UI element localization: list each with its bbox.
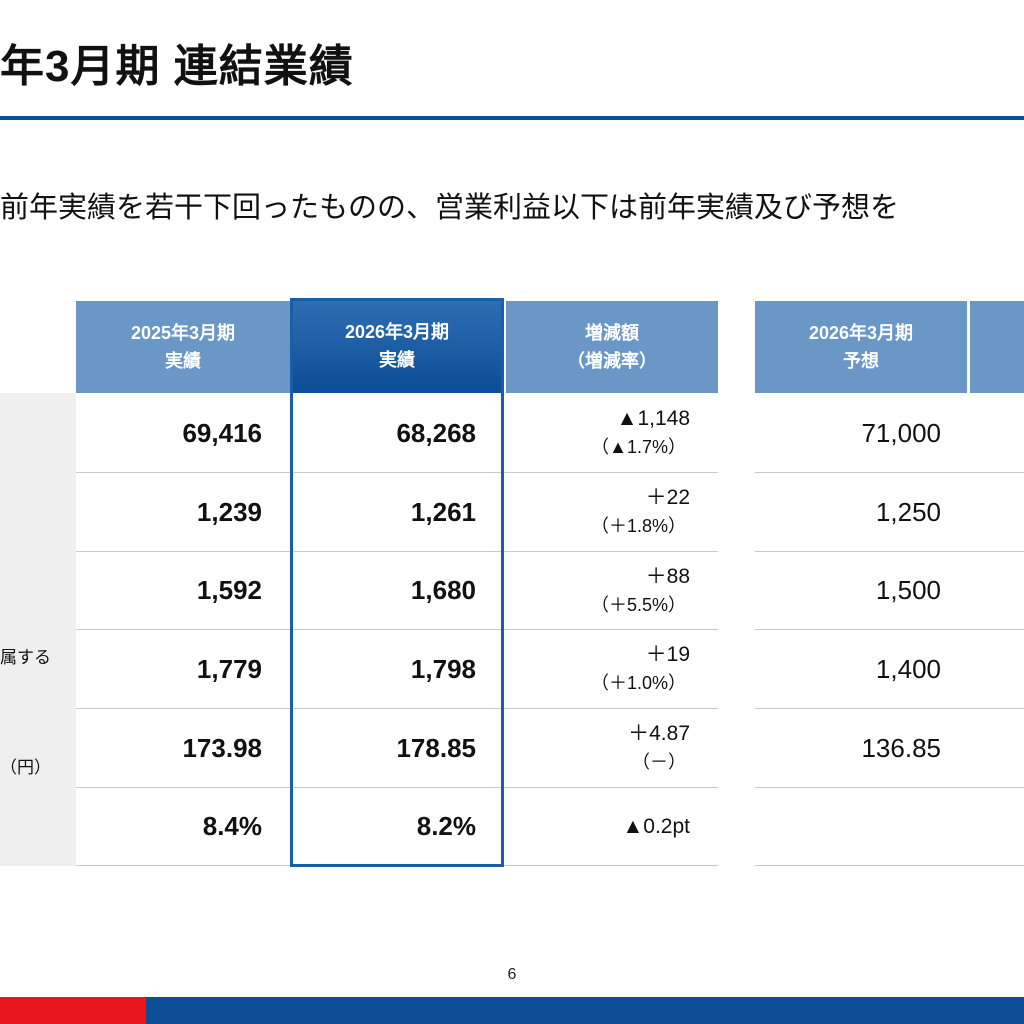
diff-amount: ▲1,148 [616, 407, 690, 430]
diff-cell: ▲0.2pt [506, 788, 718, 865]
row-divider [755, 787, 1024, 788]
diff-cell: ＋4.87 （－） [506, 709, 718, 787]
header-curr-actual-line1: 2026年3月期 [344, 321, 450, 342]
forecast-value: 71,000 [861, 417, 941, 448]
row-divider [76, 708, 718, 709]
row-divider [76, 787, 718, 788]
diff-cell: ＋19 （＋1.0%） [506, 630, 718, 708]
page-number: 6 [507, 966, 517, 983]
diff-rate: （＋5.5%） [590, 594, 686, 615]
label-column [0, 393, 76, 866]
row-divider [755, 708, 1024, 709]
header-prev-actual-line1: 2025年3月期 [130, 323, 236, 343]
row-divider [76, 629, 718, 630]
footer-bar-red [0, 997, 146, 1024]
row-divider [755, 551, 1024, 552]
row-label: 属する [0, 648, 51, 667]
prev-actual-value: 1,779 [196, 653, 262, 684]
forecast-value [755, 788, 969, 865]
row-label: （円） [0, 758, 51, 777]
forecast-value: 136.85 [861, 732, 941, 763]
row-divider [76, 472, 718, 473]
header-diff-line2: （増減率） [567, 351, 657, 371]
header-forecast-line2: 予想 [843, 351, 879, 371]
diff-rate: （＋1.0%） [590, 673, 686, 693]
forecast-value: 1,500 [875, 575, 941, 605]
curr-actual-value: 8.2% [416, 811, 476, 841]
header-prev-actual-line2: 実績 [165, 351, 201, 371]
header-curr-actual-line2: 実績 [379, 349, 415, 370]
header-forecast-line1: 2026年3月期 [808, 323, 914, 343]
header-forecast: 2026年3月期 予想 [755, 301, 967, 393]
diff-rate: （＋1.8%） [590, 516, 686, 536]
diff-cell: ＋22 （＋1.8%） [506, 473, 718, 551]
row-divider [755, 865, 1024, 866]
diff-amount: ▲0.2pt [622, 815, 691, 838]
row-divider [755, 629, 1024, 630]
header-forecast-extra [970, 301, 1024, 393]
row-divider [755, 472, 1024, 473]
diff-cell: ＋88 （＋5.5%） [506, 552, 718, 629]
prev-actual-value: 173.98 [182, 732, 262, 763]
prev-actual-value: 1,592 [196, 575, 262, 605]
header-diff: 増減額 （増減率） [506, 301, 718, 393]
header-curr-actual: 2026年3月期 実績 [290, 298, 504, 393]
curr-actual-value: 178.85 [396, 732, 476, 763]
prev-actual-value: 8.4% [202, 811, 262, 841]
footer-bar-blue [146, 997, 1024, 1024]
diff-rate: （－） [632, 752, 686, 772]
diff-rate: （▲1.7%） [591, 437, 686, 457]
diff-cell: ▲1,148 （▲1.7%） [506, 394, 718, 472]
forecast-value: 1,400 [875, 653, 941, 684]
curr-actual-value: 1,261 [410, 496, 476, 527]
page-title: 年3月期 連結業績 [0, 42, 354, 91]
diff-amount: ＋19 [645, 643, 690, 666]
row-divider [76, 865, 718, 866]
header-diff-line1: 増減額 [585, 323, 639, 343]
diff-amount: ＋88 [645, 564, 690, 588]
curr-actual-value: 1,798 [410, 653, 476, 684]
prev-actual-value: 1,239 [196, 496, 262, 527]
forecast-value: 1,250 [875, 496, 941, 527]
header-prev-actual: 2025年3月期 実績 [76, 301, 290, 393]
curr-actual-value: 1,680 [410, 575, 476, 605]
diff-amount: ＋4.87 [628, 722, 690, 745]
curr-actual-value: 68,268 [396, 417, 476, 448]
title-divider [0, 116, 1024, 120]
prev-actual-value: 69,416 [182, 417, 262, 448]
row-divider [76, 551, 718, 552]
diff-amount: ＋22 [645, 486, 690, 509]
summary-text: 前年実績を若干下回ったものの、営業利益以下は前年実績及び予想を [0, 192, 900, 224]
